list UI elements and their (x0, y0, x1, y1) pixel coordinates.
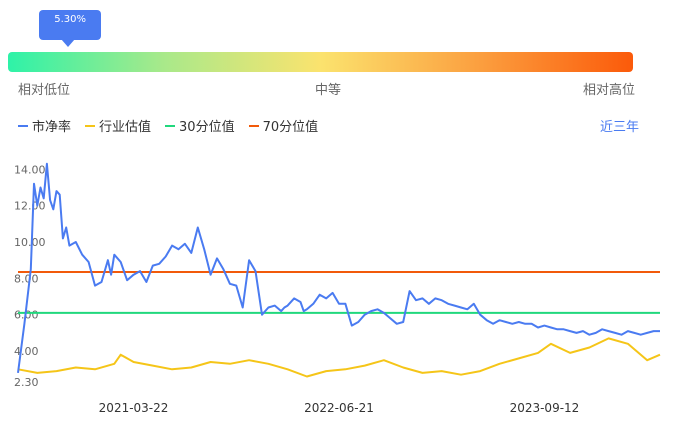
series-line-市净率 (17, 162, 660, 374)
legend-swatch-p30 (165, 124, 176, 127)
scale-label-mid: 中等 (315, 83, 342, 98)
scale-label-low: 相对低位 (18, 83, 71, 98)
legend-item-pb[interactable]: 市净率 (18, 116, 71, 135)
legend-label-pb: 市净率 (32, 120, 72, 135)
y-tick-label: 2.30 (14, 376, 39, 389)
legend-item-p70[interactable]: 70分位值 (248, 116, 319, 135)
legend-swatch-pb (18, 124, 28, 127)
range-selector-three-years[interactable]: 近三年 (600, 120, 640, 135)
percentile-tooltip: 5.30% (39, 10, 102, 47)
valuation-line-chart: 14.0012.0010.008.006.004.002.302021-03-2… (14, 162, 661, 415)
legend-item-industry[interactable]: 行业估值 (85, 116, 151, 135)
legend-swatch-p70 (248, 124, 259, 127)
valuation-gradient-bar (8, 52, 633, 72)
y-tick-label: 8.00 (14, 272, 39, 285)
y-tick-label: 10.00 (14, 236, 46, 249)
scale-label-high: 相对高位 (583, 83, 636, 98)
series-line-行业估值 (17, 337, 661, 378)
y-tick-label: 12.00 (14, 200, 46, 213)
legend-swatch-industry (85, 124, 96, 127)
legend-label-p30: 30分位值 (179, 120, 235, 135)
x-tick-label: 2022-06-21 (304, 401, 374, 415)
y-tick-label: 14.00 (14, 163, 46, 176)
legend-item-p30[interactable]: 30分位值 (165, 116, 235, 135)
x-tick-label: 2021-03-22 (99, 401, 169, 415)
percentile-value: 5.30% (54, 14, 87, 25)
legend-label-p70: 70分位值 (262, 120, 319, 135)
legend-label-industry: 行业估值 (99, 120, 152, 135)
chart-legend: 市净率 行业估值 30分位值 70分位值 (18, 116, 318, 135)
x-tick-label: 2023-09-12 (510, 401, 580, 415)
y-tick-label: 4.00 (14, 345, 39, 358)
